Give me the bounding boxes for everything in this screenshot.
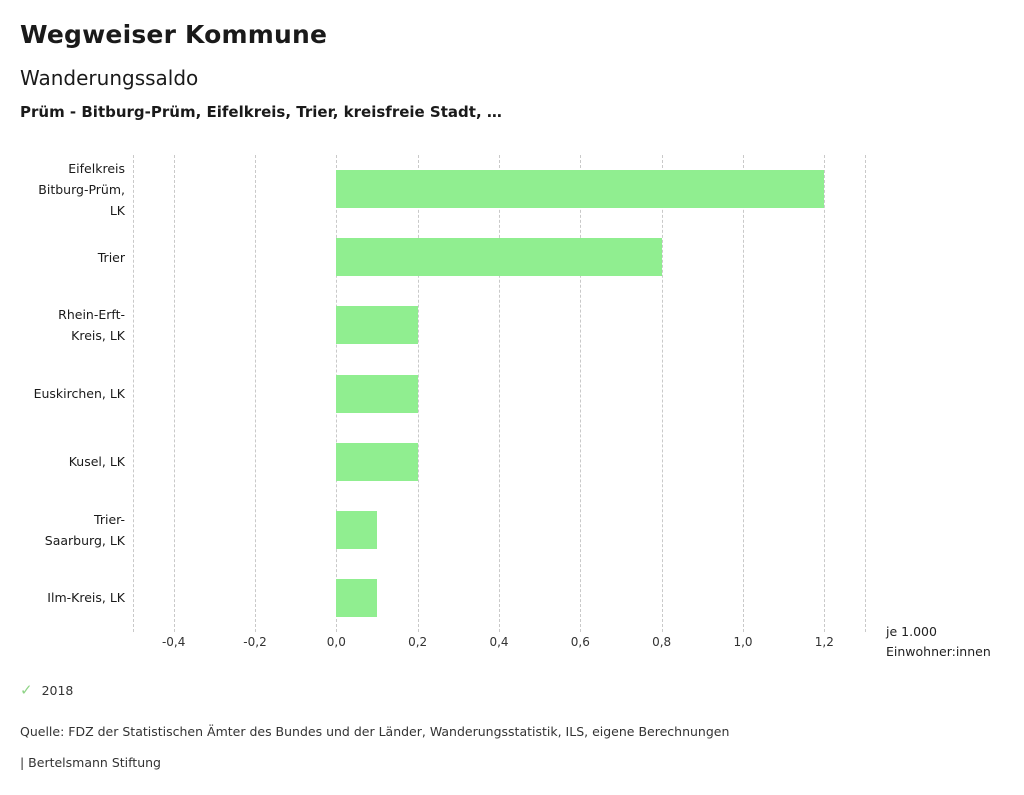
source-note: Quelle: FDZ der Statistischen Ämter des … — [20, 724, 730, 739]
gridline — [133, 155, 134, 632]
category-label: Ilm-Kreis, LK — [47, 590, 125, 606]
bar[interactable] — [336, 442, 418, 481]
gridline — [824, 155, 826, 632]
x-axis: -0,4 -0,2 0,0 0,2 0,4 0,6 0,8 1,0 1,2 — [133, 635, 865, 653]
gridline — [417, 155, 419, 632]
category-label: Trier — [97, 249, 125, 265]
category-label: Rhein-Erft- Kreis, LK — [58, 307, 125, 344]
x-tick-label: 0,2 — [408, 635, 428, 649]
axis-unit-label: je 1.000 Einwohner:innen — [886, 622, 991, 662]
bar[interactable] — [336, 578, 377, 617]
category-label: Euskirchen, LK — [33, 385, 125, 401]
gridline — [499, 155, 500, 632]
category-label: Eifelkreis Bitburg-Prüm, LK — [38, 160, 125, 218]
plot-area — [133, 155, 866, 632]
gridline — [580, 155, 582, 632]
x-tick-label: -0,2 — [243, 635, 267, 649]
x-tick-label: 1,0 — [733, 635, 753, 649]
chart-title: Wanderungssaldo — [20, 66, 199, 90]
x-tick-label: 0,8 — [652, 635, 672, 649]
x-tick-label: 0,0 — [326, 635, 346, 649]
gridline — [661, 155, 663, 632]
gridline — [255, 155, 256, 632]
category-labels: Eifelkreis Bitburg-Prüm, LK Trier Rhein-Erft… — [4, 155, 125, 632]
legend-item-2018[interactable]: ✓ 2018 — [20, 681, 74, 699]
branding-label: | Bertelsmann Stiftung — [20, 755, 161, 770]
axis-unit-line-1: je 1.000 — [886, 624, 937, 639]
x-tick-label: 0,6 — [570, 635, 590, 649]
bar[interactable] — [336, 306, 418, 345]
x-tick-label: 0,4 — [489, 635, 509, 649]
gridline — [865, 155, 866, 632]
bar[interactable] — [336, 510, 377, 549]
bar[interactable] — [336, 374, 418, 413]
bar[interactable] — [336, 238, 662, 277]
page-title: Wegweiser Kommune — [20, 20, 328, 49]
x-tick-label: 1,2 — [814, 635, 834, 649]
check-icon: ✓ — [20, 681, 33, 699]
axis-unit-line-2: Einwohner:innen — [886, 644, 991, 659]
bar[interactable] — [336, 170, 825, 209]
legend-year-label: 2018 — [41, 683, 74, 698]
chart-subtitle: Prüm - Bitburg-Prüm, Eifelkreis, Trier, … — [20, 103, 502, 121]
gridline — [743, 155, 744, 632]
category-label: Trier- Saarburg, LK — [44, 511, 125, 548]
x-tick-label: -0,4 — [161, 635, 186, 649]
gridline — [173, 155, 175, 632]
category-label: Kusel, LK — [68, 454, 125, 470]
